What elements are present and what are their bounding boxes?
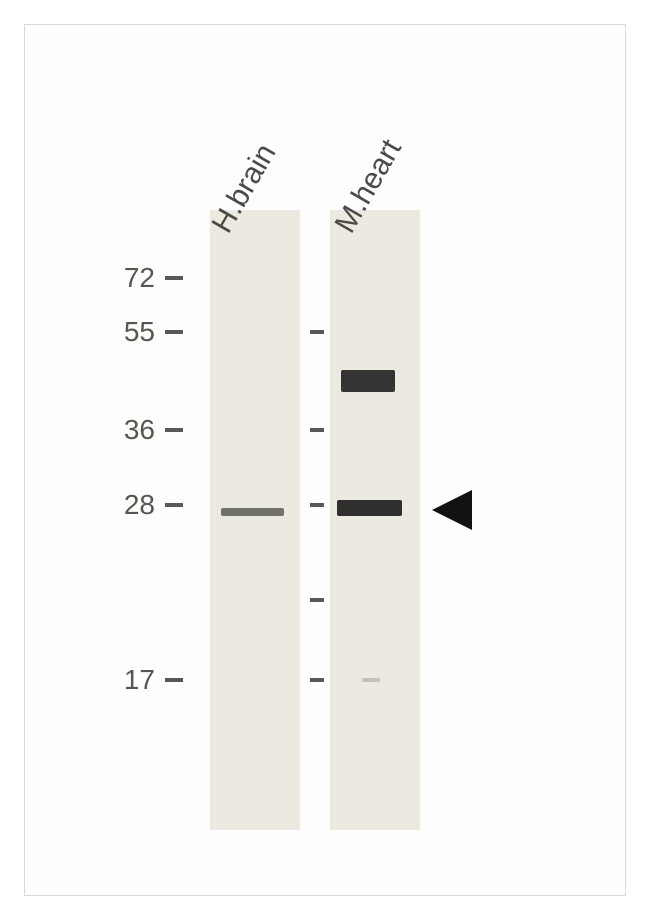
mw-tick-left	[165, 276, 183, 280]
figure-frame	[24, 24, 626, 896]
protein-band	[337, 500, 402, 516]
mw-label-36: 36	[124, 414, 155, 446]
mw-label-72: 72	[124, 262, 155, 294]
protein-band	[362, 678, 380, 682]
protein-band	[341, 370, 395, 392]
mw-tick-left	[165, 678, 183, 682]
blot-lane-2	[330, 210, 420, 830]
target-band-arrow-icon	[432, 490, 472, 530]
mw-tick-mid	[310, 428, 324, 432]
mw-tick-mid	[310, 598, 324, 602]
mw-tick-mid	[310, 330, 324, 334]
mw-label-17: 17	[124, 664, 155, 696]
blot-lane-1	[210, 210, 300, 830]
mw-label-55: 55	[124, 316, 155, 348]
mw-tick-mid	[310, 503, 324, 507]
mw-tick-left	[165, 503, 183, 507]
mw-label-28: 28	[124, 489, 155, 521]
protein-band	[221, 508, 284, 516]
mw-tick-left	[165, 330, 183, 334]
mw-tick-mid	[310, 678, 324, 682]
mw-tick-left	[165, 428, 183, 432]
